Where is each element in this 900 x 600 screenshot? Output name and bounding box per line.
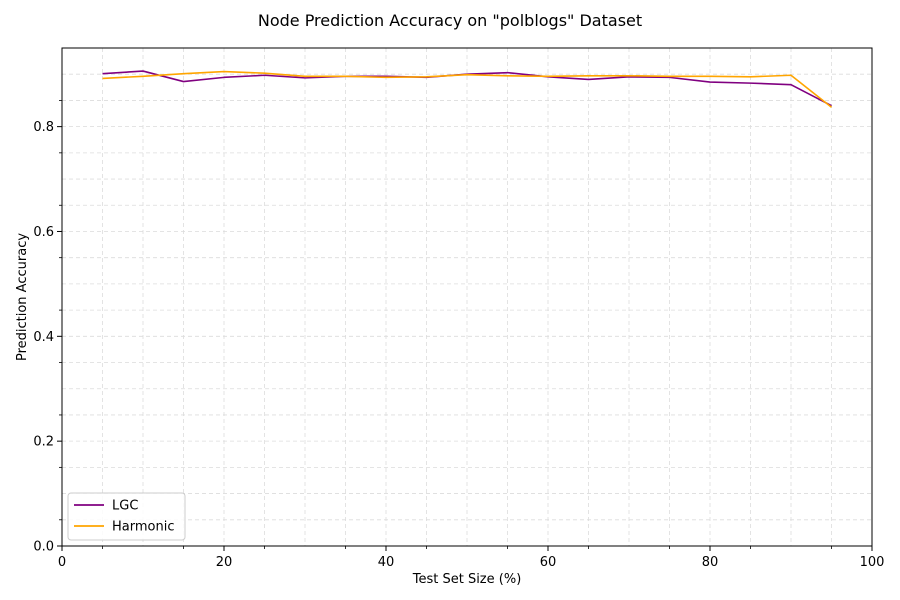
- legend-label-harmonic: Harmonic: [112, 520, 174, 535]
- x-tick-label: 100: [860, 555, 885, 570]
- x-tick-label: 20: [216, 555, 233, 570]
- axis-ticks: 0 20 40 60 80 100 0.0 0.2 0.4 0.6 0.8: [33, 100, 884, 570]
- legend-label-lgc: LGC: [112, 499, 138, 514]
- y-tick-label: 0.0: [33, 540, 54, 555]
- x-tick-label: 60: [540, 555, 557, 570]
- legend: LGC Harmonic: [67, 492, 186, 541]
- y-tick-label: 0.8: [33, 120, 54, 135]
- x-axis-label: Test Set Size (%): [412, 572, 522, 587]
- chart-title: Node Prediction Accuracy on "polblogs" D…: [258, 11, 642, 30]
- series-lines: [102, 70, 832, 108]
- y-tick-label: 0.4: [33, 330, 54, 345]
- plot-frame: [61, 47, 873, 547]
- y-tick-label: 0.2: [33, 435, 54, 450]
- y-tick-label: 0.6: [33, 225, 54, 240]
- x-tick-label: 0: [58, 555, 66, 570]
- y-axis-label: Prediction Accuracy: [15, 233, 30, 361]
- series-line-harmonic: [102, 70, 832, 108]
- grid: [62, 48, 872, 546]
- x-tick-label: 40: [378, 555, 395, 570]
- x-tick-label: 80: [702, 555, 719, 570]
